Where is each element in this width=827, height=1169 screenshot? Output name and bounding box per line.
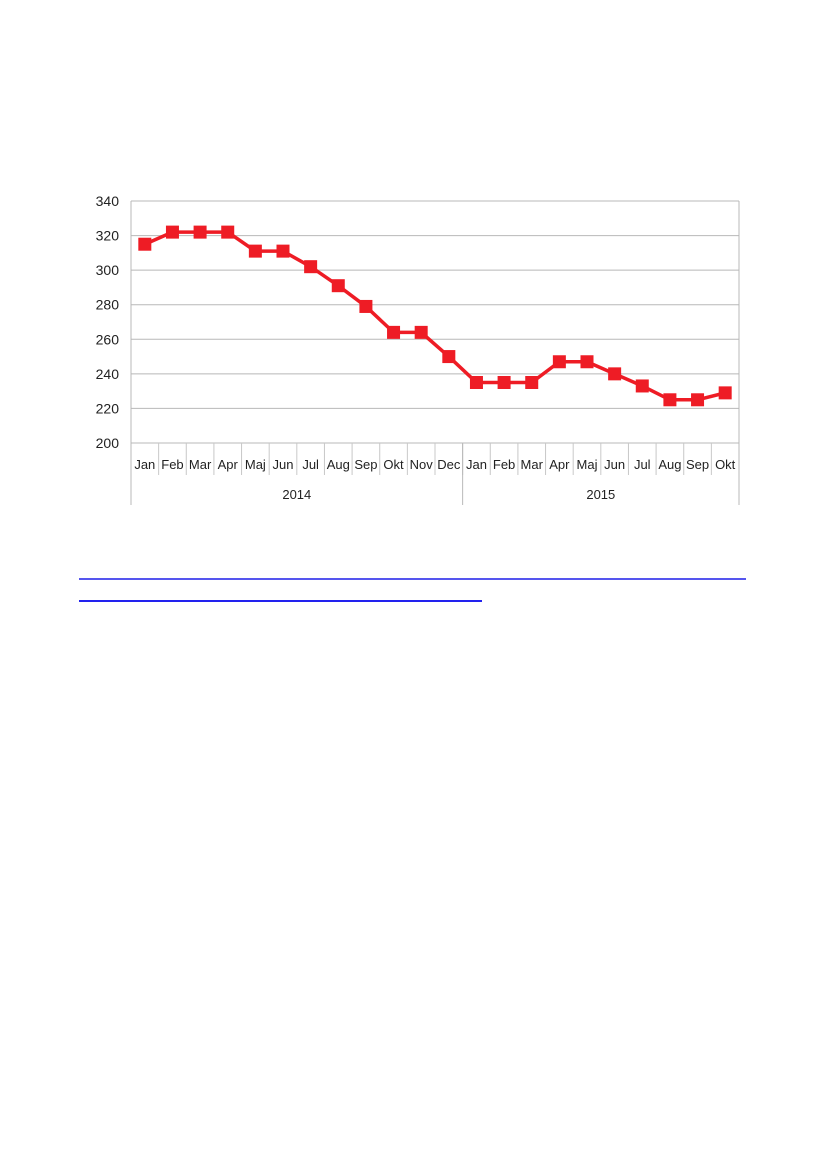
series-line bbox=[144, 230, 726, 402]
data-point-marker bbox=[497, 376, 511, 389]
link-underline-1[interactable] bbox=[79, 578, 746, 580]
data-point-marker bbox=[442, 350, 456, 364]
data-point-marker bbox=[387, 325, 401, 339]
link-underline-2[interactable] bbox=[79, 600, 482, 602]
x-tick-label: Okt bbox=[715, 457, 736, 472]
x-tick-label: Feb bbox=[493, 457, 515, 472]
year-group-label: 2014 bbox=[282, 487, 311, 502]
x-tick-label: Nov bbox=[410, 457, 434, 472]
x-tick-label: Mar bbox=[521, 457, 544, 472]
data-point-marker bbox=[525, 376, 539, 389]
x-tick-label: Maj bbox=[577, 457, 598, 472]
x-tick-label: Feb bbox=[161, 457, 183, 472]
x-tick-label: Jul bbox=[634, 457, 651, 472]
x-tick-label: Apr bbox=[218, 457, 239, 472]
data-point-marker bbox=[469, 376, 483, 389]
data-point-marker bbox=[414, 325, 428, 339]
data-point-marker bbox=[580, 355, 594, 369]
x-tick-label: Aug bbox=[658, 457, 681, 472]
x-tick-label: Jan bbox=[466, 457, 487, 472]
x-tick-label: Jul bbox=[302, 457, 319, 472]
data-point-marker bbox=[691, 393, 705, 407]
data-point-marker bbox=[331, 279, 345, 293]
y-tick-label: 280 bbox=[96, 297, 120, 313]
x-tick-label: Apr bbox=[549, 457, 570, 472]
x-tick-label: Jun bbox=[604, 457, 625, 472]
x-tick-label: Dec bbox=[437, 457, 461, 472]
x-tick-label: Maj bbox=[245, 457, 266, 472]
y-tick-label: 260 bbox=[96, 331, 120, 347]
x-tick-label: Mar bbox=[189, 457, 212, 472]
data-point-marker bbox=[221, 225, 235, 239]
x-tick-label: Okt bbox=[383, 457, 404, 472]
data-point-marker bbox=[359, 299, 373, 313]
data-point-marker bbox=[552, 355, 566, 369]
data-point-marker bbox=[165, 225, 179, 239]
data-point-marker bbox=[304, 260, 318, 274]
data-point-marker bbox=[248, 244, 262, 258]
data-point-marker bbox=[718, 386, 732, 400]
data-point-marker bbox=[193, 225, 207, 239]
data-point-marker bbox=[663, 393, 677, 407]
x-tick-label: Sep bbox=[686, 457, 709, 472]
x-tick-label: Jan bbox=[134, 457, 155, 472]
line-chart: 200 220 240 260 280 300 320 340 Jan Feb Mar Apr Maj J… bbox=[96, 193, 740, 505]
data-point-marker bbox=[138, 237, 152, 251]
y-tick-label: 220 bbox=[96, 400, 120, 416]
y-tick-label: 200 bbox=[96, 435, 120, 451]
year-group-label: 2015 bbox=[586, 487, 615, 502]
y-tick-label: 320 bbox=[96, 228, 120, 244]
data-point-marker bbox=[276, 244, 290, 258]
data-point-marker bbox=[608, 367, 622, 381]
x-tick-label: Sep bbox=[354, 457, 377, 472]
data-point-marker bbox=[635, 379, 649, 393]
x-tick-label: Aug bbox=[327, 457, 350, 472]
y-tick-label: 240 bbox=[96, 366, 120, 382]
x-tick-label: Jun bbox=[273, 457, 294, 472]
y-tick-label: 300 bbox=[96, 262, 120, 278]
y-tick-label: 340 bbox=[96, 193, 120, 209]
